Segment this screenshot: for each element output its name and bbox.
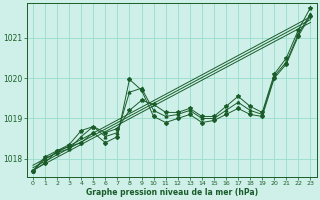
X-axis label: Graphe pression niveau de la mer (hPa): Graphe pression niveau de la mer (hPa) bbox=[86, 188, 258, 197]
